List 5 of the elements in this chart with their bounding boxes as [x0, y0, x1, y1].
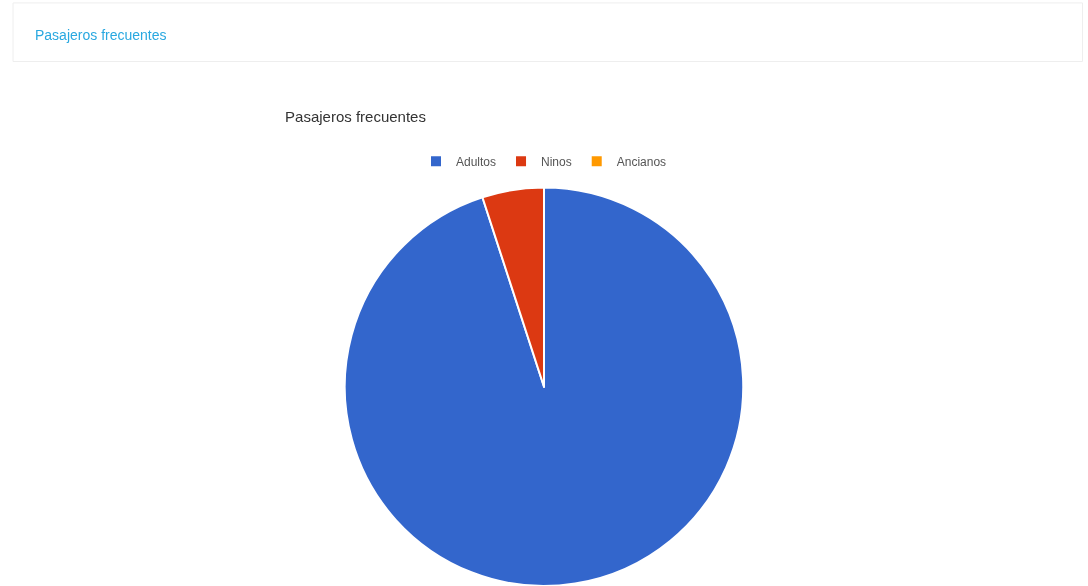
chart-title: Pasajeros frecuentes [285, 108, 426, 126]
legend-label: Adultos [456, 154, 497, 169]
text: Pasajeros frecuentes [35, 27, 167, 43]
legend-label: Ninos [541, 154, 572, 169]
legend-label: Ancianos [616, 154, 667, 169]
